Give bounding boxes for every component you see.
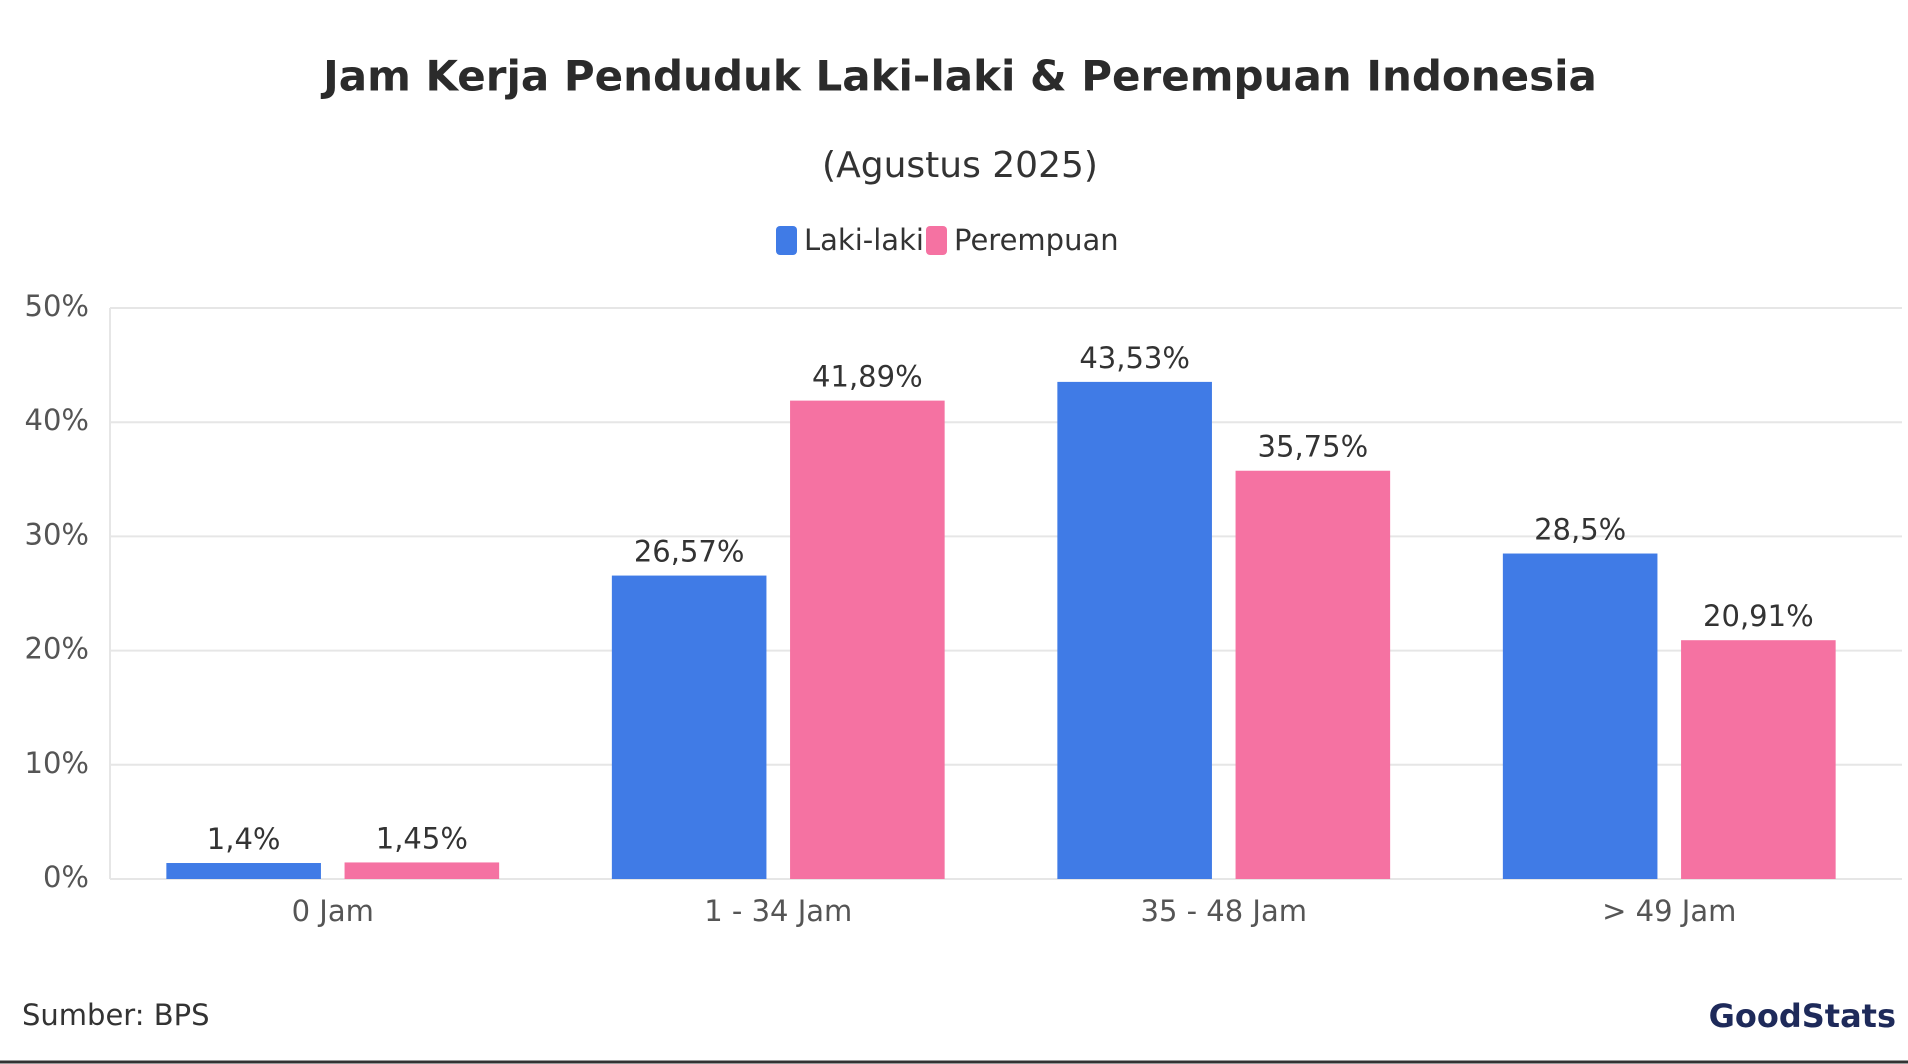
value-label: 26,57% <box>634 535 745 569</box>
bar <box>1681 640 1836 879</box>
value-label: 41,89% <box>812 360 923 394</box>
y-tick-label: 30% <box>25 517 89 551</box>
bar <box>1057 381 1212 879</box>
legend-label: Perempuan <box>954 223 1119 257</box>
bar <box>166 863 321 879</box>
x-tick-label: 35 - 48 Jam <box>1141 894 1308 928</box>
legend-label: Laki-laki <box>804 223 924 257</box>
value-label: 28,5% <box>1534 513 1626 547</box>
chart-subtitle: (Agustus 2025) <box>822 145 1098 186</box>
value-label: 1,4% <box>207 822 281 856</box>
legend-swatch <box>776 226 797 255</box>
bar <box>611 575 767 879</box>
x-tick-label: > 49 Jam <box>1602 894 1736 928</box>
bar <box>1502 553 1658 879</box>
logo: GoodStats <box>1709 997 1896 1035</box>
value-label: 43,53% <box>1079 341 1190 375</box>
bar <box>344 862 500 879</box>
y-tick-label: 20% <box>25 632 89 666</box>
x-tick-label: 0 Jam <box>292 894 374 928</box>
value-label: 35,75% <box>1258 430 1369 464</box>
value-label: 20,91% <box>1703 599 1814 633</box>
chart-title: Jam Kerja Penduduk Laki-laki & Perempuan… <box>320 52 1597 101</box>
value-label: 1,45% <box>376 821 468 855</box>
y-tick-label: 0% <box>43 860 89 894</box>
legend-swatch <box>926 226 947 255</box>
bar <box>790 400 945 879</box>
y-tick-label: 10% <box>25 746 89 780</box>
y-tick-label: 50% <box>25 289 89 323</box>
x-tick-label: 1 - 34 Jam <box>704 894 852 928</box>
y-tick-label: 40% <box>25 403 89 437</box>
bar <box>1235 470 1391 879</box>
source: Sumber: BPS <box>22 998 209 1032</box>
